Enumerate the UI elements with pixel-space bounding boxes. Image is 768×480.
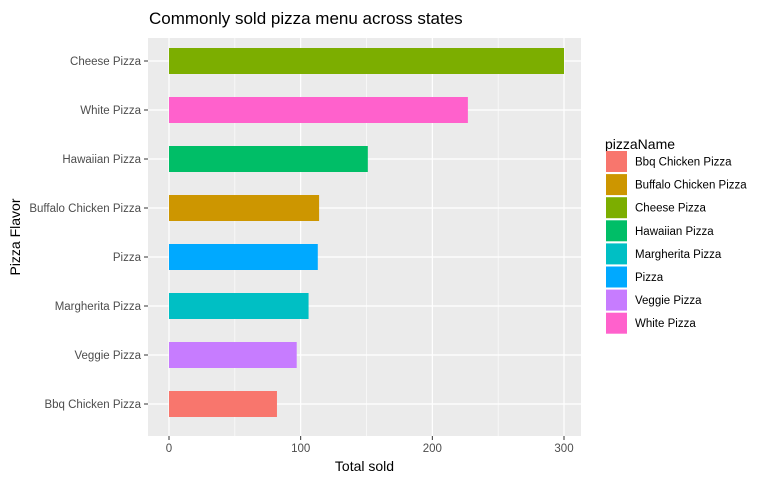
legend-label: Bbq Chicken Pizza [635,157,732,169]
x-tick-label: 100 [291,443,310,455]
legend-label: White Pizza [635,318,696,330]
legend-key [606,266,627,288]
legend-key [606,197,627,219]
x-axis-ticks: 0 100 200 300 [166,436,574,455]
legend-label: Margherita Pizza [635,249,722,261]
chart-title: Commonly sold pizza menu across states [149,9,463,28]
y-tick-label: White Pizza [80,105,141,117]
y-tick-label: Veggie Pizza [75,350,142,362]
legend-key [606,151,627,172]
y-tick-label: Hawaiian Pizza [62,154,141,166]
legend-key [606,174,627,196]
legend-label: Buffalo Chicken Pizza [635,180,747,192]
legend-key [606,289,627,311]
y-tick-label: Cheese Pizza [70,56,142,68]
legend-key [606,243,627,265]
bar [169,146,368,172]
bar [169,293,309,319]
bar [169,342,297,368]
y-axis-ticks: Cheese Pizza White Pizza Hawaiian Pizza Buf… [29,56,148,411]
legend: pizzaName Bbq Chicken Pizza Buffalo Chick… [605,136,747,334]
legend-key [606,312,627,334]
y-tick-label: Bbq Chicken Pizza [44,399,141,411]
legend-items: Bbq Chicken Pizza Buffalo Chicken Pizza Ch… [606,151,747,334]
y-tick-label: Pizza [113,252,142,264]
x-axis-title: Total sold [335,458,394,474]
bar [169,391,277,417]
bar [169,48,564,74]
x-tick-label: 300 [554,443,573,455]
bars [169,48,564,417]
y-tick-label: Margherita Pizza [55,301,142,313]
legend-label: Veggie Pizza [635,295,702,307]
legend-key [606,220,627,242]
x-tick-label: 200 [423,443,442,455]
bar [169,97,468,123]
x-tick-label: 0 [166,443,172,455]
bar [169,244,318,270]
legend-label: Cheese Pizza [635,203,707,215]
legend-label: Hawaiian Pizza [635,226,714,238]
bar [169,195,320,221]
y-axis-title: Pizza Flavor [7,198,23,275]
legend-title: pizzaName [605,136,675,152]
y-tick-label: Buffalo Chicken Pizza [29,203,141,215]
legend-label: Pizza [635,272,664,284]
